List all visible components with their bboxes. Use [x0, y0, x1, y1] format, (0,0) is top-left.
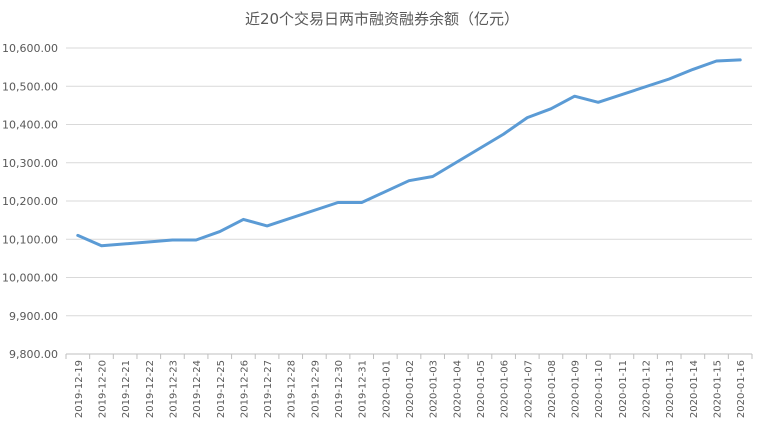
x-tick-label: 2020-01-03	[429, 360, 440, 418]
x-tick-label: 2019-12-30	[334, 360, 345, 418]
y-tick-label: 10,200.00	[2, 195, 58, 208]
x-tick-label: 2020-01-02	[405, 360, 416, 418]
y-tick-label: 9,900.00	[9, 310, 58, 323]
x-tick-label: 2019-12-24	[192, 360, 203, 418]
x-tick-label: 2020-01-13	[665, 360, 676, 418]
x-tick-label: 2019-12-20	[97, 360, 108, 418]
x-tick-label: 2020-01-16	[736, 360, 747, 418]
x-tick-label: 2020-01-04	[452, 360, 463, 418]
y-tick-label: 10,100.00	[2, 233, 58, 246]
y-tick-label: 10,600.00	[2, 42, 58, 55]
y-tick-label: 10,500.00	[2, 80, 58, 93]
x-tick-label: 2020-01-05	[476, 360, 487, 418]
x-tick-label: 2019-12-22	[145, 360, 156, 418]
y-tick-label: 10,000.00	[2, 272, 58, 285]
gridlines	[66, 47, 752, 355]
y-axis-ticks: 9,800.00 9,900.00 10,000.00 10,100.00 10,200…	[2, 42, 58, 361]
x-tick-label: 2020-01-01	[381, 360, 392, 418]
x-tick-label: 2019-12-31	[358, 360, 369, 418]
x-tick-label: 2020-01-11	[618, 360, 629, 418]
y-tick-label: 10,300.00	[2, 157, 58, 170]
x-tick-label: 2019-12-29	[310, 360, 321, 418]
x-tick-label: 2020-01-07	[523, 360, 534, 418]
x-tick-label: 2020-01-09	[571, 360, 582, 418]
series-layer	[76, 58, 742, 248]
x-tick-label: 2019-12-25	[216, 360, 227, 418]
x-tick-label: 2020-01-15	[713, 360, 724, 418]
series-line	[76, 58, 742, 248]
x-tick-label: 2019-12-28	[287, 360, 298, 418]
y-tick-label: 10,400.00	[2, 119, 58, 132]
x-tick-label: 2020-01-10	[594, 360, 605, 418]
x-tick-label: 2019-12-19	[74, 360, 85, 418]
x-tick-label: 2019-12-26	[239, 360, 250, 418]
x-tick-label: 2020-01-06	[500, 360, 511, 418]
x-tick-label: 2020-01-12	[642, 360, 653, 418]
x-tick-label: 2019-12-27	[263, 360, 274, 418]
x-tick-label: 2019-12-23	[168, 360, 179, 418]
x-axis-ticks: 2019-12-19 2019-12-20 2019-12-21 2019-12-22…	[65, 354, 753, 418]
chart-title: 近20个交易日两市融资融券余额（亿元）	[245, 10, 519, 28]
y-tick-label: 9,800.00	[9, 348, 58, 361]
x-tick-label: 2019-12-21	[121, 360, 132, 418]
x-tick-label: 2020-01-14	[689, 360, 700, 418]
x-tick-label: 2020-01-08	[547, 360, 558, 418]
